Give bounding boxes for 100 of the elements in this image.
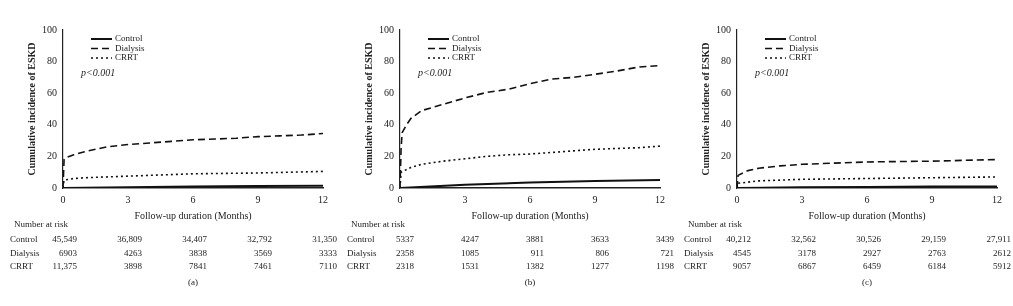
text: 1382 [526,261,544,272]
text: 2318 [396,261,415,272]
y-tick-label: 80 [384,55,394,67]
x-axis-title: Follow-up duration (Months) [808,209,926,222]
legend-label: Dialysis [452,42,482,53]
x-tick-label: 3 [125,193,131,205]
x-tick-label: 12 [655,193,665,205]
y-tick-label: 60 [47,86,57,98]
annotation: p<0.001 [417,66,453,78]
x-axis-title: Follow-up duration (Months) [471,209,589,222]
x-tick-label: 6 [527,193,533,205]
x-tick-label: 9 [255,193,261,205]
text: 6459 [863,261,882,272]
text: (c) [862,277,872,288]
y-tick-label: 80 [721,55,731,67]
annotation: p<0.001 [80,66,116,78]
legend-label: CRRT [115,52,139,63]
text: (a) [188,277,198,288]
text: 5337 [396,234,415,245]
text: 3439 [656,234,675,245]
text: 2612 [993,247,1011,258]
y-axis-title: Cumulative incidence of ESKD [25,42,37,176]
text: 3633 [591,234,610,245]
text: 31,350 [312,234,338,245]
text: Number at risk [688,219,743,230]
text: 7841 [189,261,207,272]
text: 2927 [863,247,882,258]
text: 11,375 [52,261,78,272]
text: Dialysis [10,247,40,258]
annotation: p<0.001 [754,66,790,78]
text: 806 [595,247,610,258]
text: 1085 [461,247,480,258]
text: 3569 [254,247,273,258]
text: 32,792 [247,234,272,245]
x-tick-label: 6 [864,193,870,205]
y-tick-label: 40 [721,118,731,130]
text: 911 [530,247,544,258]
text: 3898 [124,261,143,272]
text: 4545 [733,247,752,258]
x-tick-label: 0 [397,193,403,205]
text: 7110 [319,261,338,272]
text: 3881 [526,234,544,245]
text: 30,526 [856,234,882,245]
y-axis-title: Cumulative incidence of ESKD [699,42,711,176]
x-tick-label: 12 [318,193,328,205]
legend-label: CRRT [789,52,813,63]
text: CRRT [347,261,371,272]
text: Control [10,234,38,245]
legend-label: Control [115,33,143,44]
text: 1198 [656,261,675,272]
text: 40,212 [726,234,751,245]
text: CRRT [10,261,34,272]
text: 9057 [733,261,752,272]
text: 6867 [798,261,817,272]
text: 34,407 [182,234,208,245]
y-tick-label: 80 [47,55,57,67]
x-tick-label: 6 [190,193,196,205]
text: 3333 [319,247,338,258]
text: 6184 [928,261,947,272]
x-tick-label: 0 [734,193,740,205]
y-tick-label: 20 [384,150,394,162]
y-tick-label: 100 [42,23,57,35]
y-tick-label: 100 [716,23,731,35]
y-tick-label: 0 [52,181,57,193]
text: Dialysis [684,247,714,258]
text: CRRT [684,261,708,272]
text: 45,549 [52,234,78,245]
x-tick-label: 12 [992,193,1002,205]
text: 2358 [396,247,415,258]
x-tick-label: 9 [929,193,935,205]
y-tick-label: 60 [384,86,394,98]
y-tick-label: 20 [721,150,731,162]
text: 4263 [124,247,143,258]
y-tick-label: 0 [389,181,394,193]
text: 27,911 [986,234,1011,245]
y-tick-label: 40 [384,118,394,130]
text: Control [684,234,712,245]
legend-label: Control [789,33,817,44]
y-axis-title: Cumulative incidence of ESKD [362,42,374,176]
text: 7461 [254,261,272,272]
text: 721 [660,247,674,258]
text: 2763 [928,247,947,258]
text: Control [347,234,375,245]
y-tick-label: 60 [721,86,731,98]
legend-label: Dialysis [115,42,145,53]
text: (b) [524,277,536,288]
y-tick-label: 100 [379,23,394,35]
x-tick-label: 3 [462,193,468,205]
text: Number at risk [351,219,406,230]
text: 4247 [461,234,480,245]
text: 29,159 [921,234,947,245]
text: 32,562 [791,234,816,245]
y-tick-label: 40 [47,118,57,130]
text: Dialysis [347,247,377,258]
y-tick-label: 20 [47,150,57,162]
text: 6903 [59,247,78,258]
text: Number at risk [14,219,69,230]
text: 1531 [461,261,479,272]
x-tick-label: 9 [592,193,598,205]
x-tick-label: 3 [799,193,805,205]
